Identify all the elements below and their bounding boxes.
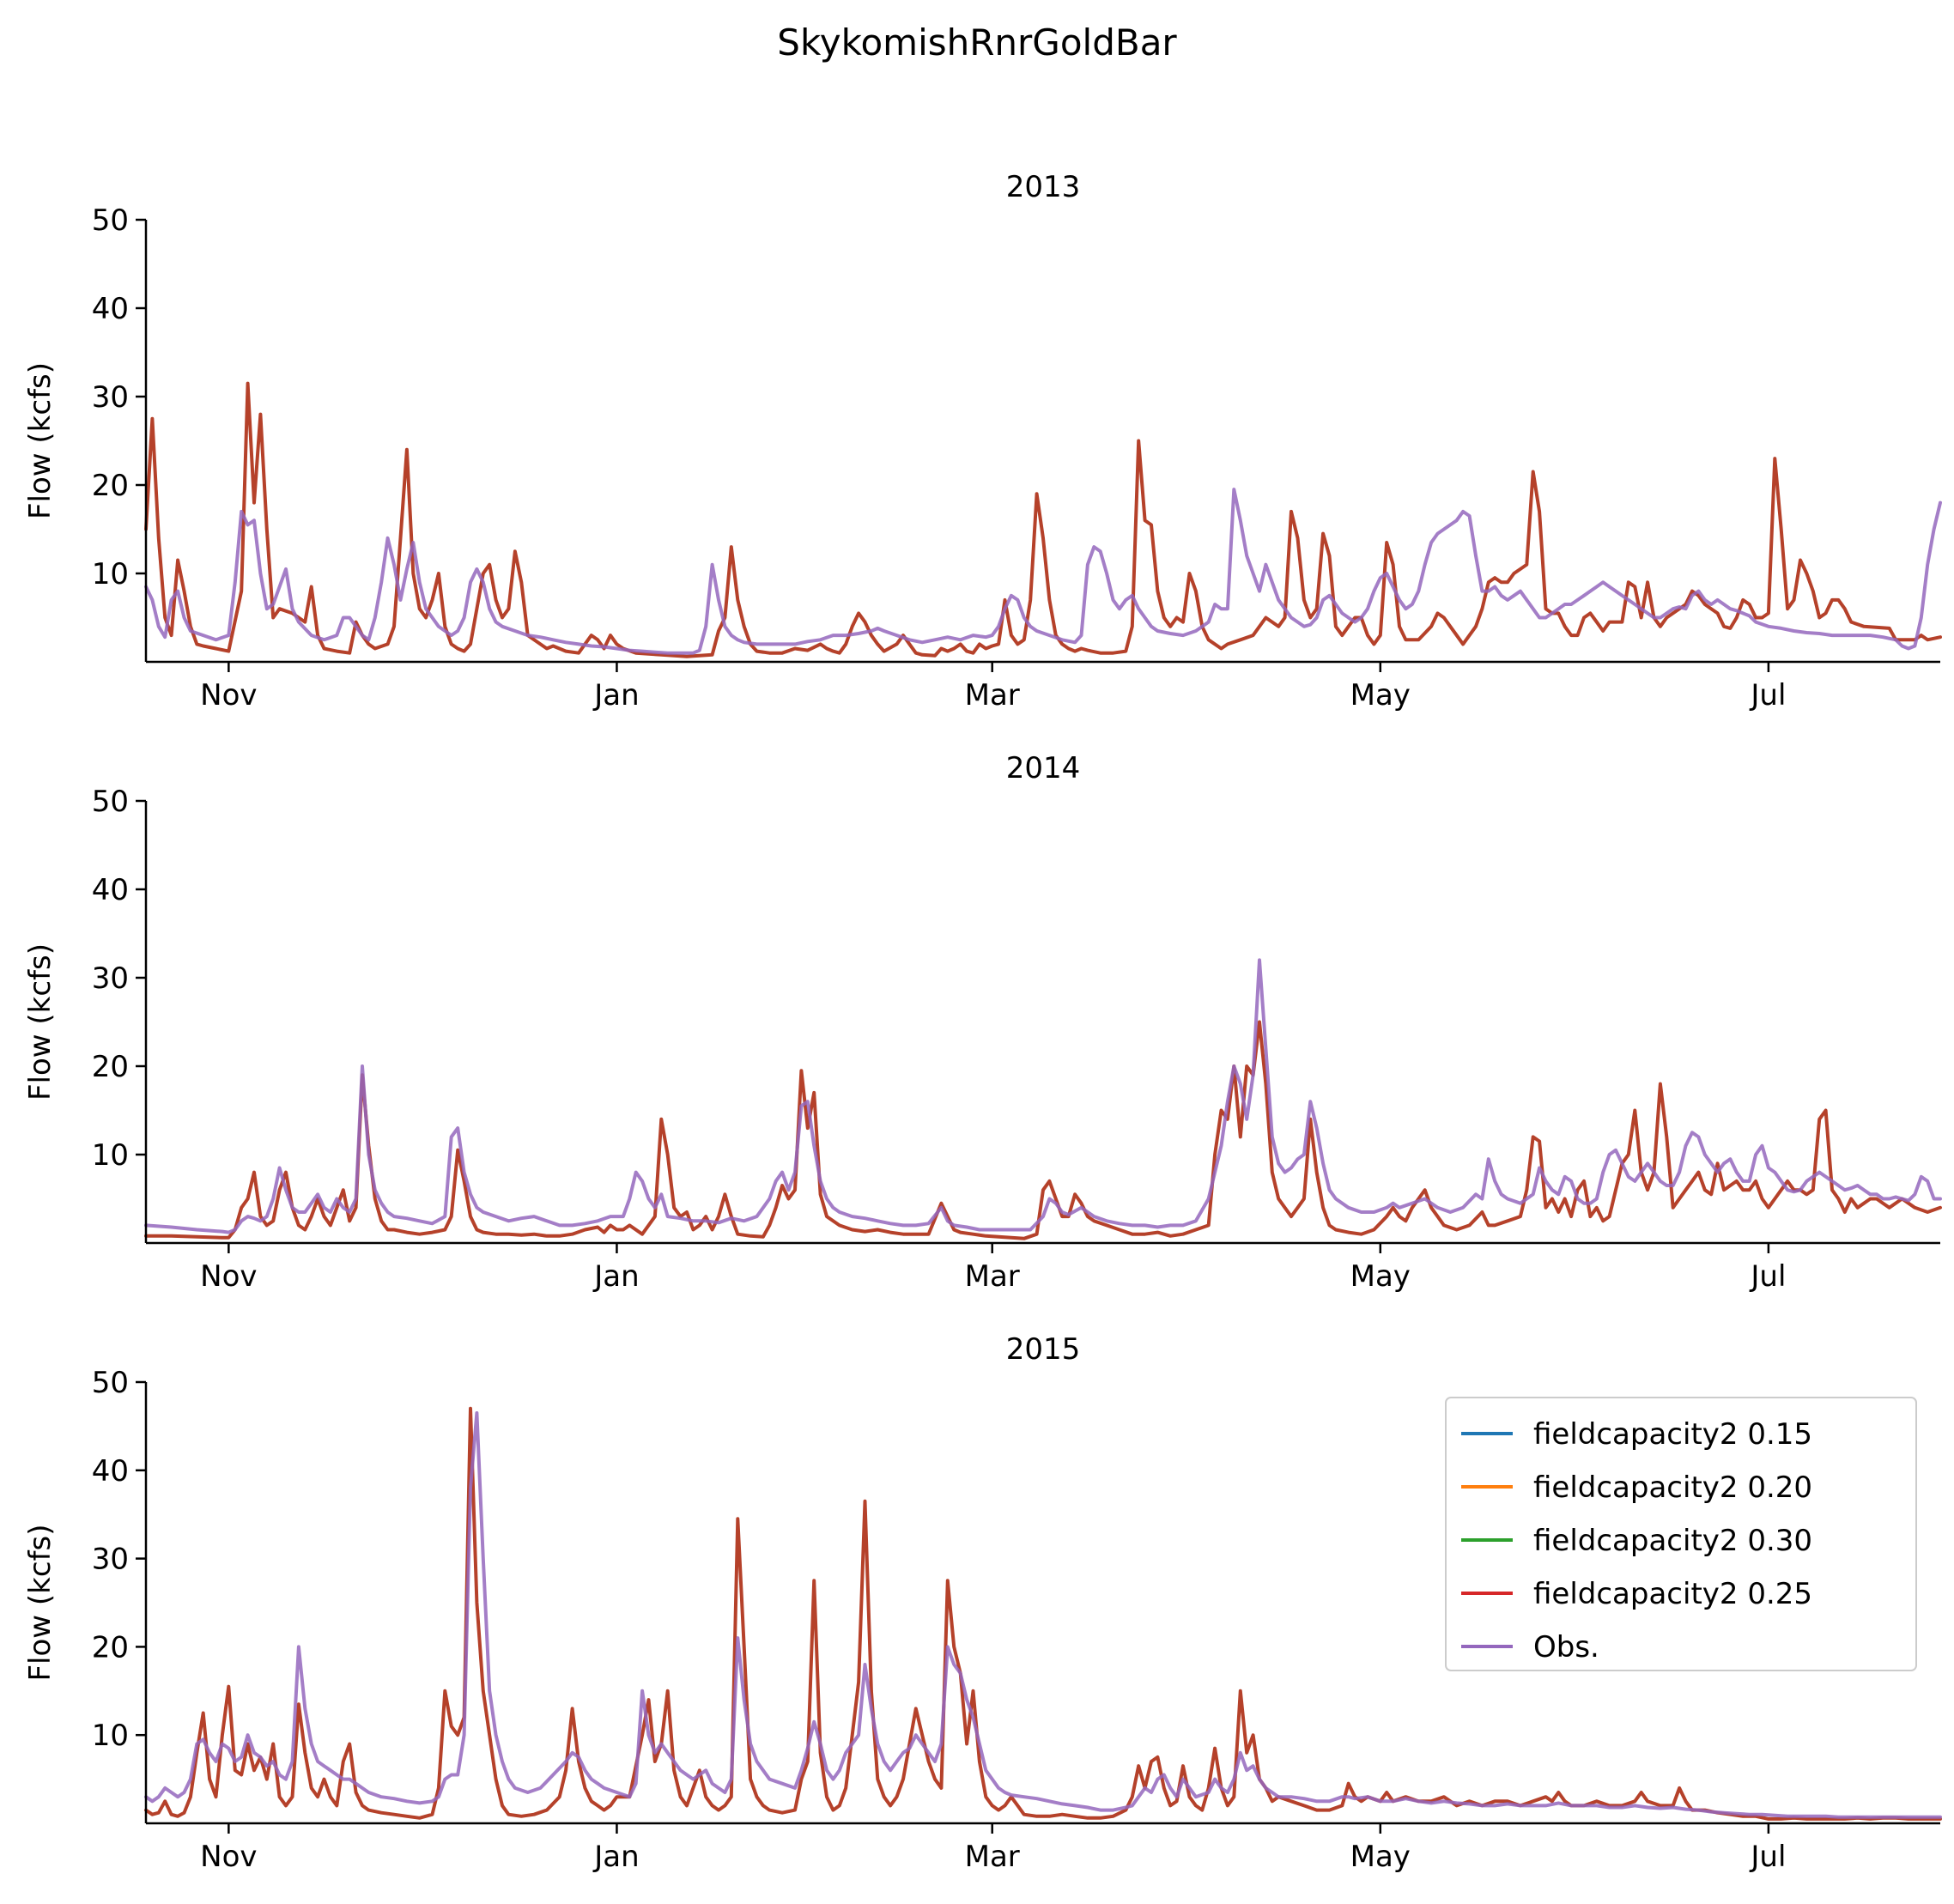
legend-box <box>1445 1397 1917 1671</box>
x-tick-label: Mar <box>965 1259 1020 1294</box>
x-tick-label: Jan <box>592 1840 639 1874</box>
y-tick-label: 10 <box>92 1719 129 1753</box>
legend-label: fieldcapacity2 0.15 <box>1533 1417 1812 1452</box>
legend-label: fieldcapacity2 0.20 <box>1533 1470 1812 1505</box>
panel-title: 2013 <box>1006 170 1081 204</box>
legend-label: Obs. <box>1533 1630 1599 1664</box>
panel-2015: 2015 Flow (kcfs) 10 20 30 40 50 Nov Jan Mar May Jul… <box>23 1332 1942 1874</box>
series-line-obs- <box>144 958 1942 1234</box>
x-tick-label: Mar <box>965 1840 1020 1874</box>
x-tick-label: May <box>1350 1840 1411 1874</box>
legend: fieldcapacity2 0.15 fieldcapacity2 0.20 fi… <box>1445 1397 1917 1671</box>
y-axis-label: Flow (kcfs) <box>23 362 58 519</box>
x-tick-label: May <box>1350 678 1411 712</box>
x-tick-label: Jan <box>592 678 639 712</box>
y-tick-label: 30 <box>92 961 129 996</box>
y-axis-label: Flow (kcfs) <box>23 1524 58 1681</box>
x-tick-label: Jul <box>1749 1259 1786 1294</box>
x-tick-label: Nov <box>200 1259 257 1294</box>
x-tick-label: Jul <box>1749 1840 1786 1874</box>
series-line-fieldcapacity2-0-25 <box>144 1020 1942 1240</box>
y-tick-label: 20 <box>92 469 129 503</box>
series-line-fieldcapacity2-0-25 <box>144 381 1942 658</box>
x-tick-label: Nov <box>200 678 257 712</box>
y-tick-label: 50 <box>92 1366 129 1400</box>
y-tick-label: 40 <box>92 292 129 326</box>
y-tick-label: 10 <box>92 1138 129 1173</box>
x-tick-label: May <box>1350 1259 1411 1294</box>
panel-title: 2015 <box>1006 1332 1081 1367</box>
y-axis-label: Flow (kcfs) <box>23 943 58 1101</box>
y-tick-label: 30 <box>92 1543 129 1577</box>
x-tick-label: Mar <box>965 678 1020 712</box>
legend-label: fieldcapacity2 0.30 <box>1533 1524 1812 1558</box>
panel-2014: 2014 Flow (kcfs) 10 20 30 40 50 Nov Jan Mar May Jul… <box>23 751 1942 1294</box>
x-tick-label: Jul <box>1749 678 1786 712</box>
y-tick-label: 50 <box>92 203 129 238</box>
y-tick-label: 40 <box>92 1454 129 1489</box>
panel-title: 2014 <box>1006 751 1081 785</box>
figure-suptitle: SkykomishRnrGoldBar <box>777 21 1177 64</box>
y-tick-label: 20 <box>92 1050 129 1084</box>
y-tick-label: 10 <box>92 557 129 591</box>
series-line-fieldcapacity2-0-25 <box>144 1406 1942 1821</box>
series-line-obs- <box>144 1411 1942 1819</box>
x-tick-label: Jan <box>592 1259 639 1294</box>
panel-2013: 2013 Flow (kcfs) 10 20 30 40 50 Nov Jan Mar May Jul… <box>23 170 1942 712</box>
panels: 2013 Flow (kcfs) 10 20 30 40 50 Nov Jan Mar May Jul… <box>23 170 1942 1874</box>
x-tick-label: Nov <box>200 1840 257 1874</box>
series-line-obs- <box>144 488 1942 655</box>
legend-label: fieldcapacity2 0.25 <box>1533 1577 1812 1611</box>
y-tick-label: 30 <box>92 380 129 415</box>
y-tick-label: 20 <box>92 1630 129 1664</box>
y-tick-label: 50 <box>92 785 129 819</box>
y-tick-label: 40 <box>92 873 129 907</box>
